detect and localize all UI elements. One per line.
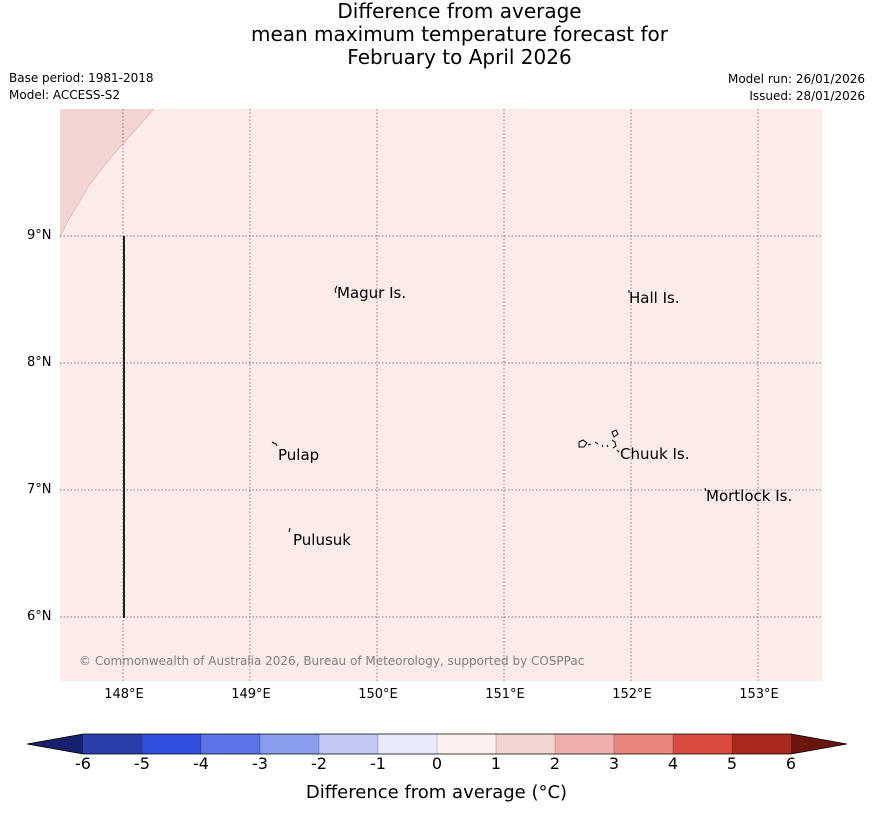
island-mortlock	[704, 487, 707, 492]
colorbar-segment-8	[555, 734, 615, 754]
lon-label-152e: 152°E	[612, 687, 652, 702]
colorbar-segment-1	[142, 734, 202, 754]
colorbar-segment-10	[673, 734, 733, 754]
title-line-1: Difference from average	[337, 0, 582, 23]
lon-label-153e: 153°E	[739, 687, 779, 702]
map-canvas	[60, 109, 822, 681]
place-pulap: Pulap	[278, 446, 320, 464]
colorbar-segment-5	[378, 734, 438, 754]
colorbar-segment-6	[437, 734, 497, 754]
colorbar-segment-7	[496, 734, 556, 754]
title-line-3: February to April 2026	[347, 45, 572, 69]
island-pulap	[271, 441, 278, 447]
warm-anomaly-region	[60, 109, 154, 237]
model-name: Model: ACCESS-S2	[9, 88, 121, 102]
base-period: Base period: 1981-2018	[9, 71, 154, 85]
colorbar	[26, 733, 848, 755]
place-chuuk: Chuuk Is.	[620, 445, 690, 463]
colorbar-tick-label: 3	[608, 754, 620, 773]
lon-label-150e: 150°E	[358, 687, 398, 702]
colorbar-segment-4	[319, 734, 379, 754]
colorbar-label: Difference from average (°C)	[305, 782, 568, 803]
place-mortlock: Mortlock Is.	[706, 487, 793, 505]
colorbar-under-arrow	[27, 734, 83, 754]
colorbar-outline	[26, 733, 848, 755]
chart-title: Difference from average mean maximum tem…	[0, 0, 873, 69]
meta-right: Model run: 26/01/2026 Issued: 28/01/2026	[728, 71, 865, 105]
colorbar-tick-label: -2	[311, 754, 327, 773]
colorbar-over-arrow	[791, 734, 847, 754]
lat-label-8n: 8°N	[27, 355, 52, 370]
colorbar-segment-9	[614, 734, 674, 754]
island-pulusuk	[288, 527, 291, 533]
place-pulusuk: Pulusuk	[293, 531, 351, 549]
model-run: Model run: 26/01/2026	[727, 72, 865, 86]
colorbar-tick-label: 5	[726, 754, 738, 773]
colorbar-tick-label: -6	[75, 754, 91, 773]
lat-label-7n: 7°N	[27, 482, 52, 497]
lat-label-6n: 6°N	[27, 609, 52, 624]
colorbar-tick-label: -1	[370, 754, 386, 773]
meta-left: Base period: 1981-2018 Model: ACCESS-S2	[9, 70, 154, 104]
region-boundary-line	[60, 109, 155, 238]
title-line-2: mean maximum temperature forecast for	[250, 22, 668, 46]
map-panel: Magur Is. Hall Is. Pulap Chuuk Is. Mortl…	[60, 109, 822, 681]
colorbar-segment-2	[201, 734, 261, 754]
colorbar-tick-label: 6	[785, 754, 797, 773]
colorbar-tick-label: 2	[549, 754, 561, 773]
copyright-notice: © Commonwealth of Australia 2026, Bureau…	[79, 654, 585, 668]
colorbar-segment-3	[260, 734, 320, 754]
colorbar-segment-0	[83, 734, 143, 754]
colorbar-tick-label: -5	[134, 754, 150, 773]
colorbar-tick-label: 0	[431, 754, 443, 773]
colorbar-tick-label: -3	[252, 754, 268, 773]
lon-label-148e: 148°E	[104, 687, 144, 702]
colorbar-tick-label: -4	[193, 754, 209, 773]
lat-label-9n: 9°N	[27, 228, 52, 243]
colorbar-segment-11	[732, 734, 792, 754]
place-magur: Magur Is.	[337, 284, 407, 302]
place-hall: Hall Is.	[629, 289, 680, 307]
issued-date: Issued: 28/01/2026	[749, 89, 865, 103]
lon-label-149e: 149°E	[231, 687, 271, 702]
island-chuuk-lagoon	[578, 429, 620, 453]
colorbar-tick-label: 4	[667, 754, 679, 773]
colorbar-tick-label: 1	[490, 754, 502, 773]
island-magur	[334, 285, 338, 294]
lon-label-151e: 151°E	[485, 687, 525, 702]
